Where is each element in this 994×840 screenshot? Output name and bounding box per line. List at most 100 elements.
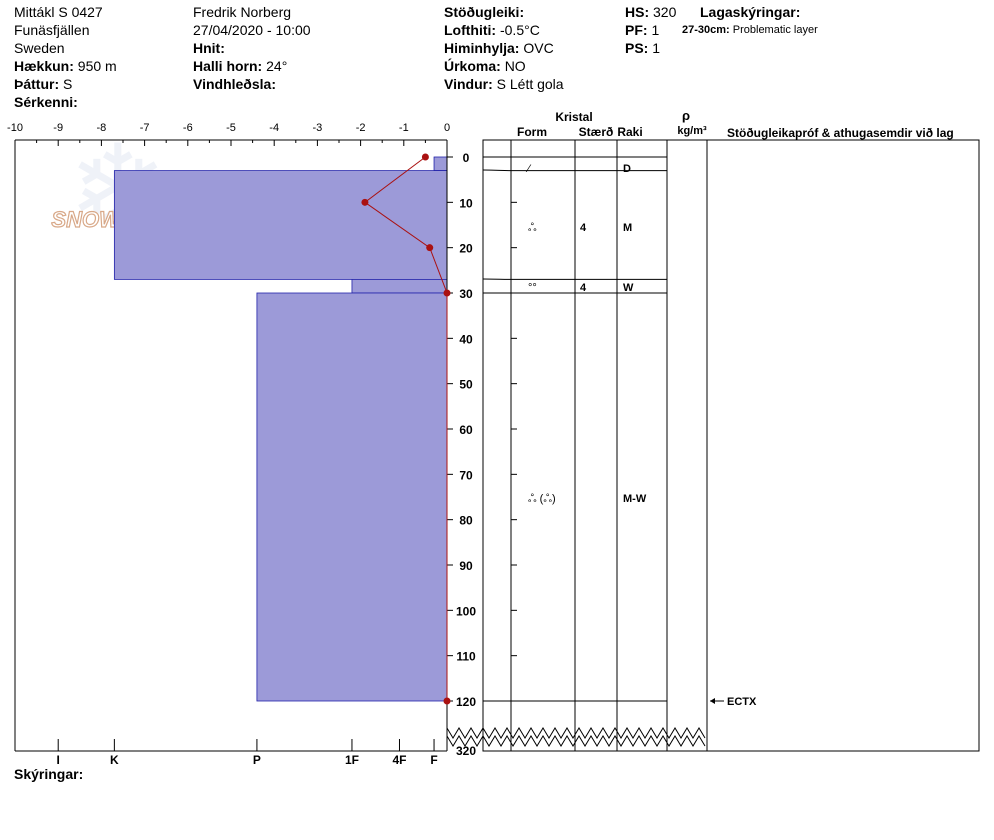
- header-col1: Mittákl S 0427 Funäsfjällen Sweden Hækkun: …: [14, 3, 117, 111]
- header-col3-value: S Létt gola: [496, 76, 564, 92]
- table-header-moisture: Raki: [617, 125, 642, 139]
- table-header-size: Stærð: [579, 125, 614, 139]
- header-col2-value: 27/04/2020 - 10:00: [193, 22, 311, 38]
- header-col1-row: Mittákl S 0427: [14, 3, 117, 21]
- header-col1-value: Sweden: [14, 40, 65, 56]
- header-col2-value: 24°: [266, 58, 288, 74]
- table-header-density-symbol: ρ: [682, 108, 690, 123]
- depth-tick-label: 70: [459, 468, 473, 482]
- header-col3-key: Vindur:: [444, 76, 493, 92]
- depth-tick-label: 30: [459, 287, 473, 301]
- header-col1-row: Sweden: [14, 39, 117, 57]
- header-col3-row: Stöðugleiki:: [444, 3, 564, 21]
- temperature-tick-label: -1: [399, 122, 409, 134]
- header-col4-key: PF:: [625, 22, 648, 38]
- header-col3-value: OVC: [523, 40, 554, 56]
- depth-break-upper: [446, 726, 706, 739]
- crystal-form-symbol: °°: [528, 282, 537, 294]
- table-header-density-unit: kg/m³: [677, 125, 707, 137]
- hardness-layer-bar: [433, 156, 448, 171]
- header-col3-key: Himinhylja:: [444, 40, 520, 56]
- moisture-value: M-W: [623, 493, 647, 505]
- header-col1-row: Funäsfjällen: [14, 21, 117, 39]
- depth-tick-label: 60: [459, 423, 473, 437]
- temperature-point: [361, 198, 369, 206]
- hardness-tick-label: 4F: [392, 753, 406, 767]
- stability-test-label: ECTX: [727, 696, 757, 708]
- layer-notes-title: Lagaskýringar:: [700, 4, 801, 20]
- temperature-tick-label: -3: [313, 122, 323, 134]
- table-header-comments: Stöðugleikapróf & athugasemdir við lag: [727, 126, 954, 140]
- temperature-tick-label: -7: [140, 122, 150, 134]
- header-col3-key: Stöðugleiki:: [444, 4, 525, 20]
- moisture-value: D: [623, 163, 631, 175]
- temperature-tick-label: -4: [269, 122, 279, 134]
- depth-tick-label: 90: [459, 559, 473, 573]
- header-col2-row: Fredrik Norberg: [193, 3, 311, 21]
- header-col1-key: Sérkenni:: [14, 94, 78, 110]
- hardness-tick-label: F: [430, 753, 437, 767]
- hardness-layer-bar: [113, 170, 448, 280]
- header-col1-row: Hækkun: 950 m: [14, 57, 117, 75]
- header-col2: Fredrik Norberg 27/04/2020 - 10:00 Hnit: H…: [193, 3, 311, 93]
- header-col1-value: Mittákl S 0427: [14, 4, 103, 20]
- crystal-size: 4: [580, 222, 587, 234]
- stability-test-arrowhead: [710, 698, 715, 704]
- temperature-tick-label: -10: [7, 122, 23, 134]
- hardness-tick-label: I: [57, 753, 60, 767]
- depth-tick-label: 120: [456, 695, 476, 709]
- header-col2-key: Halli horn:: [193, 58, 263, 74]
- header-col4-row: PF: 1: [625, 21, 676, 39]
- header-col3-row: Úrkoma: NO: [444, 57, 564, 75]
- header-col3-value: -0.5°C: [499, 22, 540, 38]
- layer-connector: [482, 169, 512, 172]
- header-col3-row: Himinhylja: OVC: [444, 39, 564, 57]
- depth-tick-label: 100: [456, 604, 476, 618]
- depth-tick-label: 40: [459, 332, 473, 346]
- temperature-tick-label: 0: [444, 122, 450, 134]
- header-col4-value: 320: [653, 4, 677, 20]
- header-col4: HS: 320 PF: 1 PS: 1: [625, 3, 676, 57]
- table-header-form: Form: [517, 125, 547, 139]
- depth-break-lower: [446, 734, 706, 747]
- header-col3-value: NO: [504, 58, 526, 74]
- header-col3: Stöðugleiki: Lofthiti: -0.5°C Himinhylja:…: [444, 3, 564, 93]
- layer-note-key: 27-30cm:: [682, 24, 730, 36]
- depth-tick-label: 10: [459, 196, 473, 210]
- footer-label: Skýringar:: [14, 766, 84, 782]
- table-header-kristal: Kristal: [555, 110, 592, 124]
- header-col4-key: HS:: [625, 4, 650, 20]
- header-col1-row: Þáttur: S: [14, 75, 117, 93]
- depth-tick-label: 110: [456, 650, 476, 664]
- depth-tick-label: 50: [459, 378, 473, 392]
- hardness-tick-label: K: [110, 753, 119, 767]
- header-col3-key: Lofthiti:: [444, 22, 497, 38]
- temperature-point: [443, 697, 451, 705]
- temperature-point: [443, 289, 451, 297]
- header-col1-key: Hækkun:: [14, 58, 74, 74]
- header-col3-row: Lofthiti: -0.5°C: [444, 21, 564, 39]
- table-border: [482, 139, 980, 752]
- hardness-layer-bar: [351, 278, 448, 294]
- hardness-layer-bar: [256, 292, 448, 702]
- layer-note: 27-30cm: Problematic layer: [682, 21, 818, 39]
- header-col1-value: 950 m: [77, 58, 117, 74]
- header-col2-key: Vindhleðsla:: [193, 76, 276, 92]
- temperature-point: [426, 244, 434, 252]
- header-col1-key: Þáttur:: [14, 76, 60, 92]
- header-col1-value: Funäsfjällen: [14, 22, 90, 38]
- crystal-form-symbol: ஃ (ஃ): [528, 493, 556, 505]
- header-col1-row: Sérkenni:: [14, 93, 117, 111]
- temperature-point: [421, 153, 429, 161]
- temperature-tick-label: -6: [183, 122, 193, 134]
- temperature-tick-label: -9: [53, 122, 63, 134]
- header-col2-value: Fredrik Norberg: [193, 4, 292, 20]
- header-col2-row: Halli horn: 24°: [193, 57, 311, 75]
- header-col2-row: 27/04/2020 - 10:00: [193, 21, 311, 39]
- crystal-size: 4: [580, 282, 587, 294]
- header-col2-key: Hnit:: [193, 40, 225, 56]
- moisture-value: W: [623, 282, 634, 294]
- header-col3-row: Vindur: S Létt gola: [444, 75, 564, 93]
- depth-bottom-label: 320: [456, 744, 476, 758]
